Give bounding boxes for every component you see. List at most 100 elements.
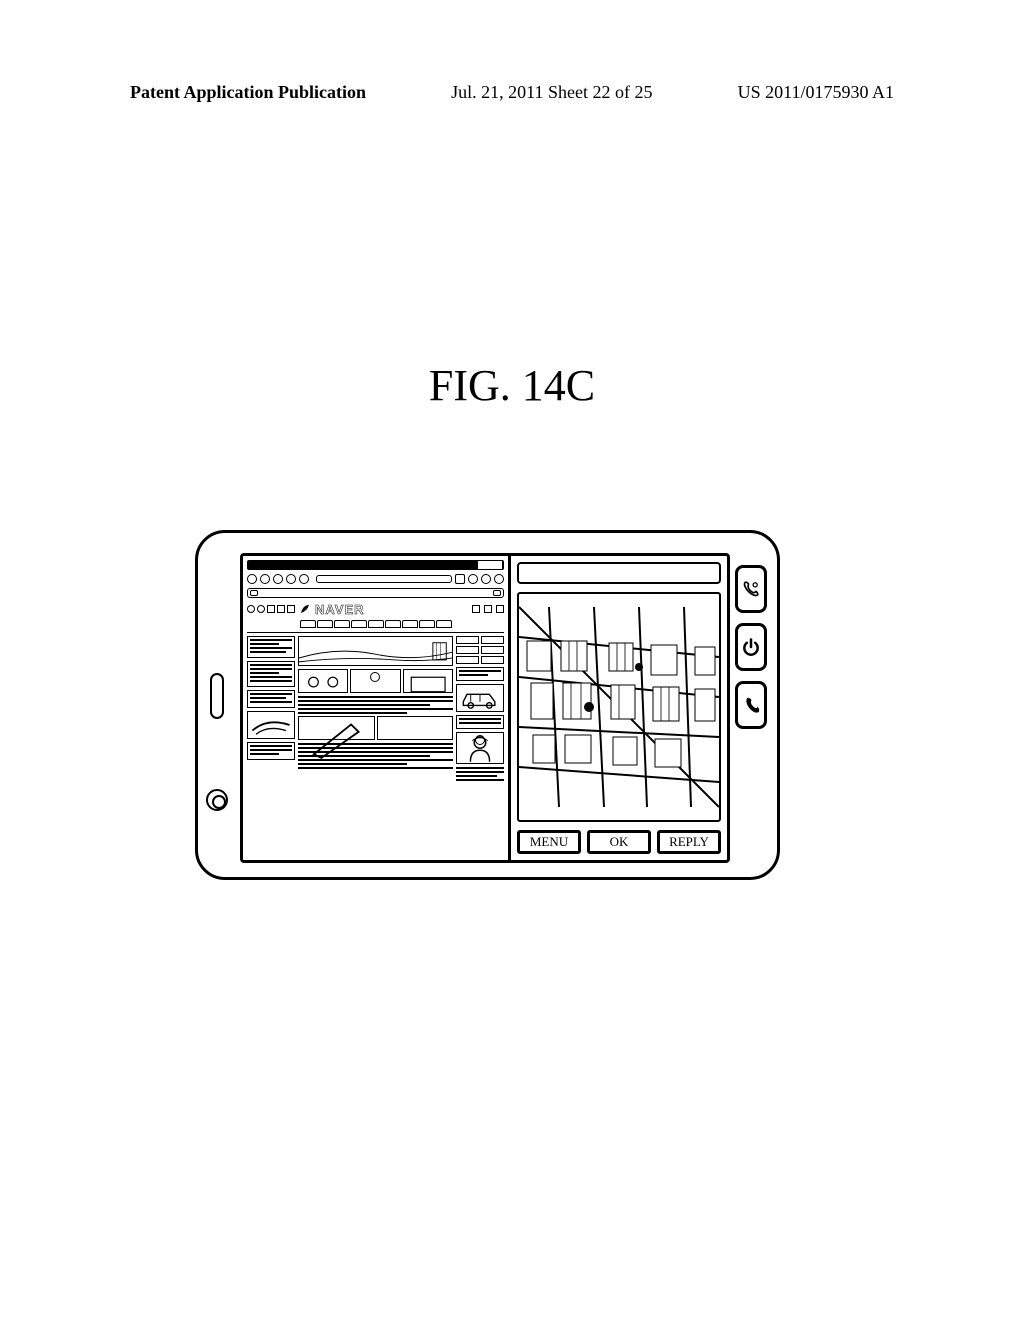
phone-hangup-icon (741, 691, 761, 719)
grid-thumb[interactable] (481, 646, 504, 654)
thumb[interactable] (403, 669, 453, 693)
swoosh-icon (248, 712, 294, 738)
home-icon[interactable] (299, 574, 309, 584)
content-col-left (247, 636, 295, 841)
text-line (459, 674, 488, 676)
side-block (247, 661, 295, 687)
addr-go-icon[interactable] (493, 590, 501, 596)
landscape-icon (299, 637, 452, 666)
map-pane: MENU OK REPLY (511, 556, 727, 860)
car-thumb[interactable] (456, 684, 504, 712)
grid-thumb[interactable] (456, 646, 479, 654)
device-outline: NAVER (195, 530, 780, 880)
divider (247, 632, 504, 633)
text-line (250, 672, 279, 674)
nav-tab[interactable] (419, 620, 435, 628)
logo-dot (247, 605, 255, 613)
stop-icon[interactable] (273, 574, 283, 584)
text-line (459, 718, 501, 720)
forward-icon[interactable] (260, 574, 270, 584)
grid-thumb[interactable] (481, 636, 504, 644)
grid-thumb[interactable] (456, 656, 479, 664)
person-thumb[interactable] (350, 669, 400, 693)
header-right: US 2011/0175930 A1 (738, 82, 894, 103)
page-header: Patent Application Publication Jul. 21, … (130, 82, 894, 103)
side-block-2 (247, 690, 295, 708)
portal-nav-tabs (247, 620, 504, 630)
end-call-button[interactable] (735, 681, 767, 729)
toolbar-search[interactable] (316, 575, 452, 583)
tool-icon-3[interactable] (494, 574, 504, 584)
header-left: Patent Application Publication (130, 82, 366, 103)
text-line (250, 680, 292, 682)
nav-tab[interactable] (351, 620, 367, 628)
power-button[interactable] (735, 623, 767, 671)
ad-swoosh[interactable] (247, 711, 295, 739)
portal-logo-row: NAVER (247, 600, 504, 618)
nav-tab[interactable] (368, 620, 384, 628)
call-button[interactable] (735, 565, 767, 613)
nav-tab[interactable] (317, 620, 333, 628)
map-marker-icon (584, 702, 594, 712)
right-block (456, 667, 504, 681)
thumb-icon (299, 670, 347, 699)
reply-button[interactable]: REPLY (657, 830, 721, 854)
refresh-icon[interactable] (286, 574, 296, 584)
text-line (298, 700, 453, 702)
logo-squares (247, 605, 295, 613)
map-button-row: MENU OK REPLY (517, 830, 721, 854)
map-search-input[interactable] (517, 562, 721, 584)
side-block-3 (247, 742, 295, 760)
login-block[interactable] (247, 636, 295, 658)
go-icon[interactable] (455, 574, 465, 584)
person-thumb-2[interactable] (456, 732, 504, 764)
text-line (456, 775, 497, 777)
logo-dot (267, 605, 275, 613)
nav-tab[interactable] (436, 620, 452, 628)
map-icon (519, 594, 719, 820)
text-line (250, 753, 279, 755)
logo-right-box (472, 605, 480, 613)
figure-label: FIG. 14C (0, 360, 1024, 411)
grid-thumb[interactable] (481, 656, 504, 664)
back-icon[interactable] (247, 574, 257, 584)
text-line (250, 697, 286, 699)
browser-content (247, 636, 504, 841)
nav-tab[interactable] (402, 620, 418, 628)
text-line (298, 708, 453, 710)
ok-button[interactable]: OK (587, 830, 651, 854)
text-line (298, 712, 407, 714)
header-center: Jul. 21, 2011 Sheet 22 of 25 (451, 82, 652, 103)
tool-icon-1[interactable] (468, 574, 478, 584)
map-display[interactable] (517, 592, 721, 822)
text-line (456, 767, 504, 769)
text-line (250, 647, 292, 649)
grid-thumbs (456, 636, 504, 664)
text-line (250, 643, 279, 645)
logo-leaf-icon (299, 603, 311, 615)
camera-button[interactable] (206, 789, 228, 811)
nav-tab[interactable] (300, 620, 316, 628)
logo-right-box (484, 605, 492, 613)
grid-thumb[interactable] (456, 636, 479, 644)
map-marker-icon (635, 663, 643, 671)
text-line (250, 664, 292, 666)
thumb[interactable] (377, 716, 454, 740)
tool-icon-2[interactable] (481, 574, 491, 584)
address-bar[interactable] (247, 588, 504, 598)
text-line (250, 701, 292, 703)
pen-thumb[interactable] (298, 716, 375, 740)
device-right-buttons (735, 565, 767, 739)
menu-button[interactable]: MENU (517, 830, 581, 854)
browser-toolbar (247, 572, 504, 586)
browser-pane: NAVER (243, 556, 511, 860)
text-line (250, 651, 286, 653)
hero-image[interactable] (298, 636, 453, 666)
volume-button[interactable] (210, 673, 224, 719)
power-icon (741, 633, 761, 661)
nav-tab[interactable] (334, 620, 350, 628)
nav-tab[interactable] (385, 620, 401, 628)
thumb[interactable] (298, 669, 348, 693)
pen-icon (299, 717, 373, 762)
person-icon (457, 733, 503, 764)
